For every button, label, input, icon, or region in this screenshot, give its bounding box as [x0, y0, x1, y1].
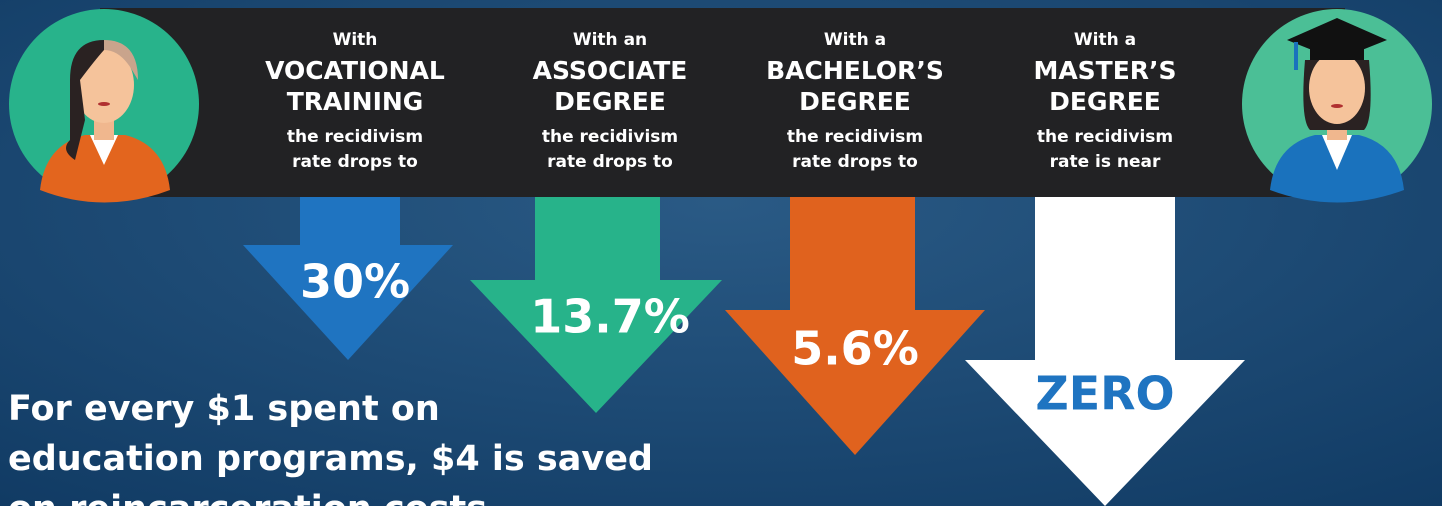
detail: the recidivism — [787, 127, 923, 147]
heading: BACHELOR’S — [766, 56, 944, 85]
rate-value: 13.7% — [530, 290, 690, 344]
footer-line: For every $1 spent on — [8, 389, 440, 429]
footer-line: on reincarceration costs. — [8, 489, 500, 506]
detail: rate drops to — [292, 152, 418, 172]
detail: the recidivism — [542, 127, 678, 147]
heading: VOCATIONAL — [265, 56, 445, 85]
intro: With — [333, 30, 378, 50]
detail: the recidivism — [1037, 127, 1173, 147]
heading: DEGREE — [799, 87, 911, 116]
intro: With a — [1074, 30, 1136, 50]
rate-value: ZERO — [1035, 367, 1174, 421]
detail: the recidivism — [287, 127, 423, 147]
detail: rate drops to — [547, 152, 673, 172]
detail: rate is near — [1050, 152, 1161, 172]
intro: With a — [824, 30, 886, 50]
heading: DEGREE — [1049, 87, 1161, 116]
rate-value: 30% — [300, 255, 410, 309]
intro: With an — [573, 30, 647, 50]
heading: DEGREE — [554, 87, 666, 116]
heading: MASTER’S — [1033, 56, 1176, 85]
heading: ASSOCIATE — [533, 56, 688, 85]
rate-value: 5.6% — [791, 322, 919, 376]
heading: TRAINING — [287, 87, 424, 116]
footer-line: education programs, $4 is saved — [8, 439, 653, 479]
detail: rate drops to — [792, 152, 918, 172]
infographic: With VOCATIONALTRAINING the recidivism rate… — [0, 0, 1442, 506]
